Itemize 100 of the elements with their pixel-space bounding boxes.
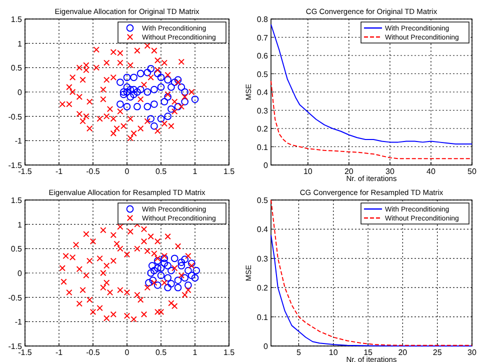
y-tick-label: 0 <box>18 269 23 278</box>
point <box>151 48 158 54</box>
point <box>100 86 106 93</box>
point <box>126 93 134 101</box>
point <box>120 90 128 98</box>
point <box>120 88 128 96</box>
point <box>154 281 162 289</box>
x-tick-label: 0.5 <box>155 348 168 357</box>
point <box>181 256 188 264</box>
point <box>70 74 76 80</box>
x-tick-label: 20 <box>398 348 408 357</box>
point <box>144 88 152 96</box>
y-tick-label: 0.4 <box>256 88 269 97</box>
point <box>144 102 152 110</box>
point <box>144 118 150 124</box>
point <box>178 58 184 65</box>
point <box>147 64 154 72</box>
y-tick-label: -0.5 <box>8 112 23 122</box>
point <box>174 102 182 110</box>
point <box>138 125 144 132</box>
point <box>148 262 156 270</box>
x-tick-label: -0.5 <box>86 167 100 176</box>
x-tick-label: -0.5 <box>86 348 100 357</box>
point <box>138 96 144 102</box>
point <box>168 266 175 274</box>
y-tick-label: 1.5 <box>10 15 23 24</box>
point <box>154 70 162 78</box>
point <box>184 266 192 274</box>
y-tick-label: 0 <box>264 342 269 351</box>
y-tick-label: 0.1 <box>256 142 269 152</box>
x-tick-label: 50 <box>468 167 477 176</box>
point <box>136 70 144 78</box>
point <box>134 102 141 110</box>
point <box>147 269 154 277</box>
x-tick-label: 30 <box>386 167 395 176</box>
point <box>150 86 158 94</box>
y-tick-label: 0.4 <box>256 225 269 234</box>
point <box>174 79 182 86</box>
point <box>116 78 124 86</box>
point <box>117 60 124 66</box>
point <box>147 115 154 122</box>
y-tick-label: 0.6 <box>256 52 269 60</box>
point <box>164 274 172 282</box>
x-tick-label: 5 <box>296 348 302 357</box>
y-tick-label: 1 <box>18 39 23 48</box>
point <box>150 122 158 130</box>
point <box>157 83 165 91</box>
point <box>181 98 188 106</box>
x-tick-label: 1 <box>192 348 198 357</box>
y-tick-label: -1.5 <box>8 161 23 170</box>
x-tick-label: 20 <box>344 167 354 176</box>
point <box>184 281 192 289</box>
point <box>140 82 148 88</box>
point <box>148 74 154 80</box>
point <box>164 72 171 78</box>
point <box>86 98 93 105</box>
point <box>117 108 124 115</box>
x-tick-label: 30 <box>468 348 477 357</box>
point <box>174 284 182 292</box>
point <box>145 279 152 286</box>
line-series <box>270 200 472 346</box>
point <box>192 266 200 274</box>
point <box>154 67 161 74</box>
point <box>168 105 175 113</box>
point <box>154 264 162 272</box>
y-tick-label: 1.5 <box>10 196 23 205</box>
point <box>157 264 165 272</box>
x-tick-label: 1 <box>192 167 198 176</box>
point <box>178 258 186 266</box>
y-tick-label: 0 <box>264 161 269 170</box>
point <box>149 276 157 284</box>
x-tick-label: 0 <box>124 167 130 176</box>
x-tick-label: 0 <box>124 348 130 357</box>
point <box>144 68 152 76</box>
point <box>70 88 76 96</box>
point <box>164 93 172 101</box>
y-tick-label: 1 <box>18 220 23 230</box>
point <box>123 74 131 82</box>
point <box>181 274 188 282</box>
y-tick-label: -1 <box>14 136 23 146</box>
point <box>164 262 172 270</box>
y-tick-label: 0.3 <box>256 106 269 116</box>
point <box>164 76 172 84</box>
point <box>136 86 144 94</box>
y-tick-label: 0.5 <box>10 64 23 73</box>
y-tick-label: 0 <box>18 88 23 97</box>
point <box>168 280 175 288</box>
point <box>80 118 86 124</box>
point <box>106 106 114 112</box>
x-tick-label: 1.5 <box>223 167 236 176</box>
x-tick-label: 40 <box>426 167 436 176</box>
point <box>123 83 131 91</box>
line-series <box>270 80 472 160</box>
y-tick-label: -1 <box>14 318 23 327</box>
point <box>80 76 86 83</box>
y-tick-label: 0.7 <box>256 33 269 42</box>
point <box>150 266 158 274</box>
y-tick-label: 0.5 <box>256 196 269 205</box>
y-tick-label: 0.5 <box>10 244 23 254</box>
y-tick-label: -1.5 <box>8 342 23 351</box>
